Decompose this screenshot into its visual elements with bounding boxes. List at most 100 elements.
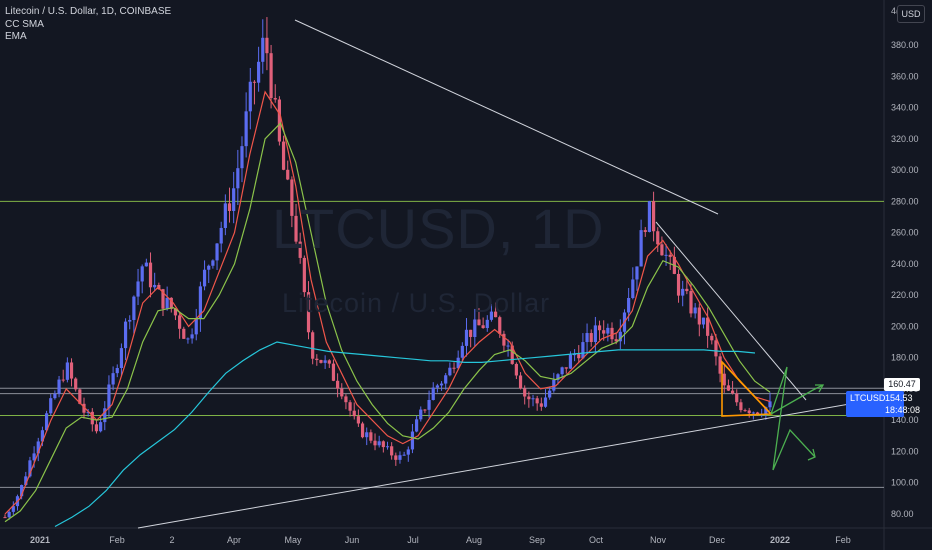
candle-body: [535, 398, 539, 404]
candle-body: [153, 284, 157, 288]
candle-body: [240, 146, 244, 169]
price-label-timer: 18:48:08: [885, 405, 921, 415]
candle-body: [473, 319, 477, 337]
projection-arrowhead-down: [807, 448, 816, 461]
y-tick-label: 280.00: [891, 196, 919, 206]
y-tick-label: 140.00: [891, 415, 919, 425]
candle-body: [415, 419, 419, 432]
candle-body: [273, 98, 277, 100]
candle-body: [286, 169, 290, 180]
candle-body: [431, 387, 435, 400]
x-tick-label: Dec: [709, 535, 726, 545]
candle-body: [161, 289, 165, 309]
candle-body: [390, 446, 394, 456]
candle-body: [352, 410, 356, 417]
y-tick-label: 260.00: [891, 228, 919, 238]
y-tick-label: 380.00: [891, 40, 919, 50]
candle-body: [49, 398, 53, 414]
candle-body: [481, 325, 485, 329]
candle-body: [394, 455, 398, 460]
candle-body: [369, 432, 373, 441]
candle-body: [190, 334, 194, 339]
candle-body: [714, 340, 718, 357]
candle-body: [751, 412, 755, 414]
candle-body: [103, 408, 107, 423]
y-tick-label: 200.00: [891, 321, 919, 331]
candle-body: [82, 403, 86, 413]
candle-body: [123, 321, 128, 349]
candle-body: [257, 61, 261, 83]
legend-indicator-ema[interactable]: EMA: [5, 31, 27, 42]
candle-body: [423, 409, 427, 411]
candle-body: [489, 311, 494, 320]
candle-body: [223, 203, 227, 228]
candle-body: [493, 311, 498, 318]
candle-body: [7, 511, 11, 518]
candle-body: [215, 243, 219, 261]
candle-body: [90, 411, 94, 425]
candle-body: [211, 260, 215, 266]
candle-body: [348, 402, 352, 411]
candle-body: [65, 362, 69, 380]
candle-body: [232, 188, 236, 211]
candle-body: [144, 262, 148, 267]
candle-body: [373, 440, 377, 446]
candle-body: [631, 279, 635, 298]
candle-body: [406, 449, 410, 455]
candle-body: [656, 231, 660, 245]
candle-body: [444, 375, 448, 384]
candle-body: [726, 385, 731, 391]
candle-body: [452, 367, 456, 369]
y-tick-label: 240.00: [891, 259, 919, 269]
long-ma-series-line: [54, 341, 756, 528]
x-tick-label: Apr: [227, 535, 241, 545]
candle-body: [311, 332, 315, 359]
candle-body: [207, 265, 211, 270]
candle-body: [128, 319, 132, 322]
x-tick-label: Sep: [529, 535, 545, 545]
projection-arrowhead-up: [815, 384, 825, 393]
candle-body: [360, 423, 365, 438]
watermark-symbol: LTCUSD, 1D: [272, 197, 605, 260]
candle-body: [74, 378, 78, 390]
candle-body: [564, 367, 568, 369]
candle-body: [597, 325, 602, 331]
candle-body: [498, 317, 502, 334]
legend-indicator-sma[interactable]: CC SMA: [5, 18, 44, 30]
price-label-last: 154.53: [885, 393, 913, 403]
candle-body: [136, 281, 140, 297]
y-tick-label: 360.00: [891, 71, 919, 81]
legend-title: Litecoin / U.S. Dollar, 1D, COINBASE: [5, 6, 172, 17]
x-tick-label: 2: [169, 535, 174, 545]
candle-body: [157, 284, 161, 290]
candle-body: [460, 345, 464, 358]
candle-body: [11, 506, 15, 512]
candle-body: [456, 357, 460, 369]
x-tick-label: Aug: [466, 535, 482, 545]
support-trendline: [137, 397, 885, 529]
candle-body: [244, 111, 248, 147]
candle-body: [556, 374, 560, 380]
candle-body: [302, 257, 306, 293]
candle-body: [132, 296, 136, 320]
sma-series-line: [4, 90, 771, 515]
candle-body: [169, 297, 173, 309]
candle-body: [381, 441, 385, 448]
candle-body: [502, 333, 506, 346]
candle-body: [697, 307, 701, 325]
currency-button[interactable]: USD: [897, 5, 925, 23]
x-tick-label: Nov: [650, 535, 667, 545]
x-tick-label: Feb: [835, 535, 851, 545]
candle-body: [290, 179, 294, 216]
candle-body: [618, 331, 622, 342]
candle-body: [315, 358, 319, 361]
candle-body: [61, 379, 65, 381]
candle-body: [681, 288, 685, 296]
candle-body: [701, 317, 706, 325]
candle-body: [448, 367, 452, 376]
candle-body: [107, 384, 111, 409]
y-tick-label: 320.00: [891, 134, 919, 144]
candle-body: [261, 37, 265, 62]
candle-body: [639, 230, 643, 267]
